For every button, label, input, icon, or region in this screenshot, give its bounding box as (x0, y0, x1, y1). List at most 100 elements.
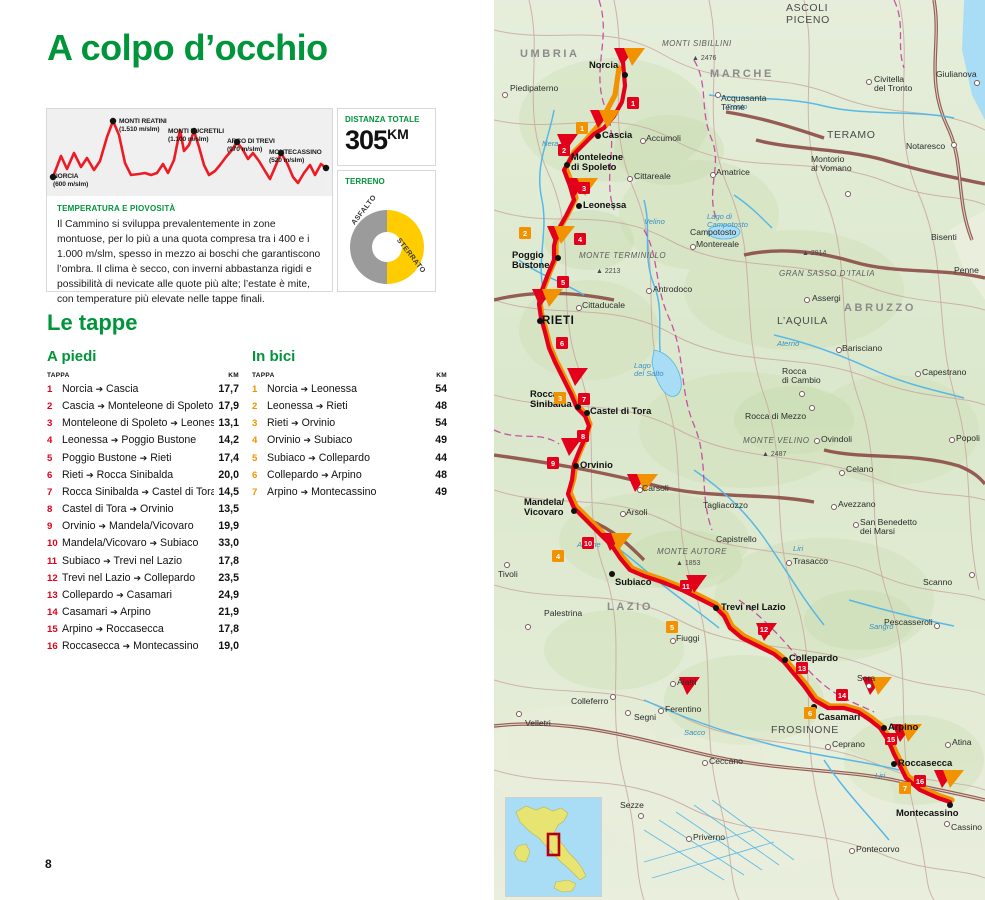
stages-column-in-bici: In bici TAPPA KM 1 Norcia ➔ Leonessa 54 2 Le… (252, 348, 447, 501)
stage-number: 2 (47, 401, 53, 413)
climate-block: TEMPERATURA E PIOVOSITÀ Il Cammino si sv… (47, 196, 332, 308)
map-walking-stage-badge[interactable]: 15 (885, 733, 897, 745)
stage-route: Subiaco ➔ Collepardo (267, 451, 370, 464)
map-town-label: Atina (952, 737, 972, 747)
map-stage-label: Subiaco (615, 576, 652, 587)
map-walking-stage-badge[interactable]: 9 (547, 457, 559, 469)
map-water-label: Liri (793, 544, 804, 553)
map-town-dot (504, 562, 510, 568)
stage-row: 5 Poggio Bustone ➔ Rieti 17,4 (47, 450, 239, 467)
map-region-label: ABRUZZO (844, 302, 916, 314)
map-walking-stage-badge[interactable]: 2 (558, 144, 570, 156)
map-town-label: Fiuggi (676, 633, 700, 643)
map-stage-label: Casamari (818, 711, 861, 722)
map-town-label: Ovindoli (821, 434, 853, 444)
map-town-label: Scanno (923, 577, 953, 587)
map-town-dot (944, 821, 950, 827)
map-walking-stage-badge[interactable]: 5 (557, 276, 569, 288)
map-town-label: Accumoli (646, 133, 681, 143)
map-stage-label: Trevi nel Lazio (721, 601, 786, 612)
map-water-label: Nera (542, 139, 559, 148)
map-town-label: Capistrello (716, 534, 757, 544)
italy-inset-svg (506, 798, 601, 896)
map-stage-dot (584, 410, 590, 416)
map-bike-stage-badge[interactable]: 2 (519, 227, 531, 239)
map-region-label: MARCHE (710, 68, 774, 80)
stage-km: 49 (435, 434, 447, 447)
map-walking-stage-badge[interactable]: 3 (578, 182, 590, 194)
col-header-tappa: TAPPA (47, 372, 70, 379)
map-mountain-label: MONTE VELINO (743, 436, 810, 445)
route-map[interactable]: UMBRIA MARCHE ABRUZZO LAZIO ASCOLI PICENO TERA… (494, 0, 985, 900)
stage-km: 48 (435, 400, 447, 413)
map-town-dot (638, 813, 644, 819)
map-walking-stage-badge[interactable]: 11 (680, 580, 692, 592)
map-town-label: Avezzano (838, 499, 876, 509)
map-walking-stage-badge[interactable]: 1 (627, 97, 639, 109)
stage-route: Leonessa ➔ Rieti (267, 400, 348, 413)
map-walking-stage-badge[interactable]: 14 (836, 689, 848, 701)
stage-number: 5 (252, 452, 258, 464)
stage-row: 7 Rocca Sinibalda ➔ Castel di Tora 14,5 (47, 484, 239, 501)
map-bike-stage-badge[interactable]: 4 (552, 550, 564, 562)
stage-route: Leonessa ➔ Poggio Bustone (62, 434, 197, 447)
map-town-dot (836, 347, 842, 353)
map-town-label: Cittaducale (582, 300, 625, 310)
arrow-icon: ➔ (95, 384, 104, 394)
map-stage-label: Monteleone di Spoleto (571, 151, 624, 173)
stage-km: 17,7 (218, 383, 239, 395)
map-walking-stage-badge[interactable]: 7 (578, 393, 590, 405)
stage-km: 17,9 (218, 400, 239, 413)
map-walking-stage-badge[interactable]: 16 (914, 775, 926, 787)
stage-km: 19,0 (218, 640, 239, 653)
stage-number: 4 (252, 435, 258, 447)
map-water-label: Sangro (869, 622, 894, 631)
stage-row: 6 Collepardo ➔ Arpino 48 (252, 467, 447, 484)
map-stage-dot (891, 761, 897, 767)
stage-route: Monteleone di Spoleto ➔ Leonessa (62, 417, 215, 430)
map-bike-stage-badge[interactable]: 3 (554, 392, 566, 404)
stages-heading: Le tappe (47, 310, 138, 335)
map-town-label: Rocca di Cambio (782, 366, 821, 386)
map-stage-label: Roccasecca (898, 757, 953, 768)
map-stage-label: Rocca Sinibalda (530, 388, 572, 410)
map-stage-dot (573, 463, 579, 469)
in-bici-subheader: TAPPA KM (252, 372, 447, 381)
map-bike-stage-badge[interactable]: 7 (899, 782, 911, 794)
arrow-icon: ➔ (110, 607, 118, 618)
map-town-label: Alatri (677, 677, 697, 687)
arrow-icon: ➔ (129, 504, 138, 515)
profile-label-monti-reatini: MONTI REATINI (1.510 m/slm) (119, 118, 167, 133)
map-walking-stage-badge[interactable]: 13 (796, 662, 808, 674)
map-town-dot (715, 92, 721, 98)
map-mountain-label: MONTE AUTORE (657, 547, 728, 556)
map-town-label: Rocca di Mezzo (745, 411, 807, 421)
arrow-icon: ➔ (103, 555, 111, 566)
map-walking-stage-badge[interactable]: 10 (582, 537, 594, 549)
map-town-dot (809, 405, 815, 411)
map-town-label: Cittareale (634, 171, 671, 181)
map-walking-stage-badge[interactable]: 4 (574, 233, 586, 245)
map-walking-stage-badge[interactable]: 8 (577, 430, 589, 442)
map-stage-dot (575, 404, 581, 410)
col-header-km: KM (228, 372, 239, 379)
map-bike-stage-badge[interactable]: 5 (666, 621, 678, 633)
map-walking-stage-badge[interactable]: 6 (556, 337, 568, 349)
arrow-icon: ➔ (300, 384, 309, 394)
map-town-label: Amatrice (716, 167, 750, 177)
profile-label-monti-lucretili: MONTI LUCRETILI (1.100 m/slm) (168, 128, 225, 143)
map-bike-stage-badge[interactable]: 1 (576, 122, 588, 134)
map-walking-stage-badge[interactable]: 12 (758, 623, 770, 635)
map-province-label: TERAMO (827, 129, 876, 141)
map-peak-elevation: ▲ 2914 (802, 250, 827, 257)
map-town-dot (951, 142, 957, 148)
map-town-dot (576, 305, 582, 311)
stage-route: Mandela/Vicovaro ➔ Subiaco (62, 537, 199, 550)
stage-km: 24,9 (218, 588, 239, 601)
stage-km: 23,5 (218, 571, 239, 584)
map-town-dot (620, 511, 626, 517)
map-bike-stage-badge[interactable]: 6 (804, 707, 816, 719)
map-town-label: Antrodoco (653, 284, 693, 294)
stages-column-a-piedi: A piedi TAPPA KM 1 Norcia ➔ Cascia 17,7 2 Ca… (47, 348, 239, 656)
arrow-icon: ➔ (122, 641, 131, 652)
